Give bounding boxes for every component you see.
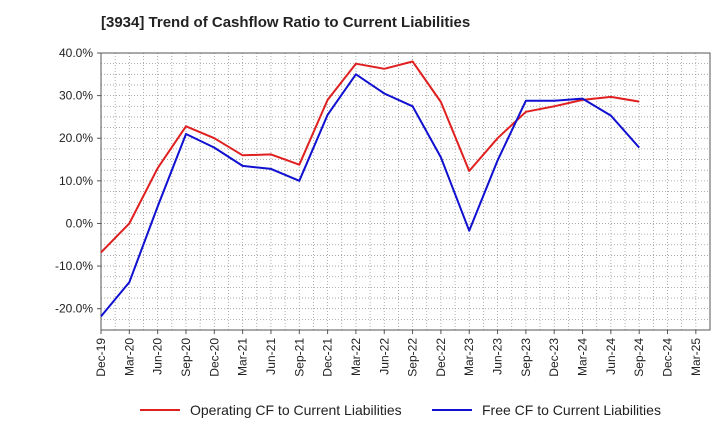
- x-tick-label: Jun-20: [151, 338, 165, 375]
- x-tick-label: Jun-21: [264, 338, 278, 375]
- x-tick-label: Jun-23: [491, 338, 505, 375]
- legend: Operating CF to Current Liabilities Free…: [0, 402, 720, 426]
- series-line-free-cf: [100, 73, 640, 318]
- y-tick-label: 0.0%: [66, 216, 94, 230]
- x-tick-label: Dec-21: [321, 338, 335, 377]
- x-tick-label: Mar-24: [576, 338, 590, 376]
- x-tick-label: Sep-22: [406, 338, 420, 377]
- legend-item-operating-cf: Operating CF to Current Liabilities: [140, 402, 402, 418]
- x-tick-label: Mar-25: [689, 338, 703, 376]
- x-tick-label: Jun-22: [377, 338, 391, 375]
- y-tick-label: 40.0%: [59, 46, 93, 60]
- x-tick-label: Sep-21: [292, 338, 306, 377]
- y-tick-label: -10.0%: [55, 259, 93, 273]
- x-tick-label: Mar-21: [236, 338, 250, 376]
- series-layer: [100, 60, 640, 318]
- x-tick-label: Mar-20: [122, 338, 136, 376]
- x-tick-label: Dec-20: [207, 338, 221, 377]
- x-tick-label: Dec-24: [661, 338, 675, 377]
- y-axis-ticks: 40.0% 30.0% 20.0% 10.0% 0.0% -10.0% -20.0%: [55, 46, 101, 316]
- x-tick-label: Dec-19: [94, 338, 108, 377]
- x-tick-label: Sep-24: [632, 338, 646, 377]
- x-tick-label: Sep-20: [179, 338, 193, 377]
- x-axis-ticks: Dec-19 Mar-20 Jun-20 Sep-20 Dec-20 Mar-21 Jun-…: [94, 330, 703, 377]
- y-tick-label: -20.0%: [55, 302, 93, 316]
- x-tick-label: Sep-23: [519, 338, 533, 377]
- legend-item-free-cf: Free CF to Current Liabilities: [432, 402, 661, 418]
- x-tick-label: Mar-23: [462, 338, 476, 376]
- legend-label-operating-cf: Operating CF to Current Liabilities: [190, 402, 402, 418]
- x-tick-label: Dec-22: [434, 338, 448, 377]
- grid: [101, 53, 710, 330]
- x-tick-label: Dec-23: [547, 338, 561, 377]
- x-tick-label: Jun-24: [604, 338, 618, 375]
- y-tick-label: 20.0%: [59, 131, 93, 145]
- chart-title: [3934] Trend of Cashflow Ratio to Curren…: [101, 14, 471, 31]
- legend-swatch-free-cf: [432, 409, 472, 411]
- series-line-operating-cf: [100, 60, 640, 254]
- x-tick-label: Mar-22: [349, 338, 363, 376]
- y-tick-label: 30.0%: [59, 89, 93, 103]
- legend-label-free-cf: Free CF to Current Liabilities: [482, 402, 661, 418]
- legend-swatch-operating-cf: [140, 409, 180, 411]
- plot-frame: [100, 52, 711, 331]
- y-tick-label: 10.0%: [59, 174, 93, 188]
